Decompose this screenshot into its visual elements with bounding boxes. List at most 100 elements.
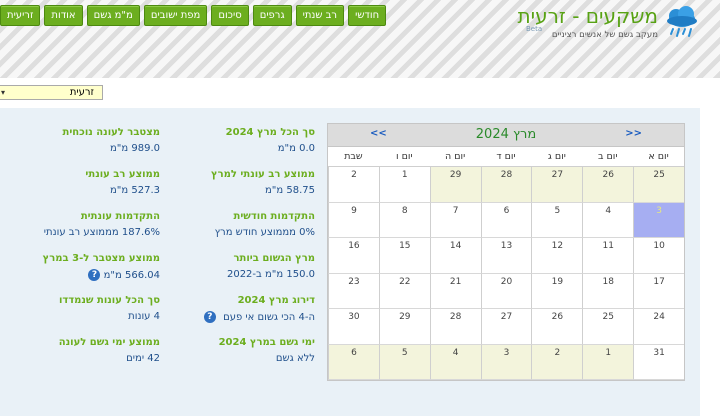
stat-label: ממוצע רב עונתי (85, 169, 160, 180)
stat-multi-season-average: ממוצע רב עונתי 527.3 מ"מ (10, 169, 160, 196)
stat-label: ממוצע רב עונתי למרץ (211, 169, 315, 180)
nav-button-monthly[interactable]: חודשי (348, 5, 387, 26)
calendar-day[interactable]: 9 (328, 202, 379, 238)
stat-month-average: ממוצע רב עונתי למרץ 58.75 מ"מ (165, 169, 315, 196)
month-calendar: << מרץ 2024 >> יום א יום ב יום ג יום ד יום ה… (327, 123, 685, 381)
calendar-day[interactable]: 27 (480, 309, 532, 345)
nav-button-settlements-map[interactable]: מפת ישובים (143, 5, 208, 26)
calendar-day[interactable]: 26 (582, 167, 634, 203)
calendar-prev-button[interactable]: << (370, 128, 387, 139)
calendar-day[interactable]: 28 (429, 309, 481, 345)
help-icon[interactable]: ? (88, 269, 101, 281)
weekday-header: יום ו (378, 147, 430, 167)
main-nav: זריעית אודות מ"מ גשם מפת ישובים סיכום גר… (0, 5, 387, 26)
nav-button-rain-mm[interactable]: מ"מ גשם (86, 5, 140, 26)
calendar-day[interactable]: 11 (582, 238, 634, 274)
calendar-title: מרץ 2024 (475, 127, 537, 142)
calendar-day[interactable]: 6 (328, 344, 379, 380)
calendar-day-today[interactable]: 3 (633, 202, 684, 238)
stat-month-total: סך הכל מרץ 2024 0.0 מ"מ (165, 127, 315, 154)
calendar-day[interactable]: 15 (378, 238, 430, 274)
calendar-day[interactable]: 25 (633, 167, 684, 203)
stat-label: ממוצע מצטבר ל-3 במרץ (42, 253, 160, 264)
calendar-day[interactable]: 13 (480, 238, 532, 274)
weekday-header: יום ד (480, 147, 532, 167)
stat-value: ה-4 הכי גשום אי פעם ? (165, 311, 315, 323)
stat-value: 989.0 מ"מ (109, 143, 160, 154)
calendar-day[interactable]: 20 (480, 273, 532, 309)
stat-average-to-date: ממוצע מצטבר ל-3 במרץ 566.04 מ"מ ? (10, 253, 160, 281)
calendar-day[interactable]: 3 (480, 344, 532, 380)
calendar-day[interactable]: 24 (633, 309, 684, 345)
beta-badge: Beta (526, 25, 543, 33)
calendar-next-button[interactable]: >> (625, 128, 642, 139)
calendar-day[interactable]: 16 (328, 238, 379, 274)
stat-value: 0% מממוצע חודש מרץ (214, 227, 315, 238)
calendar-day[interactable]: 4 (429, 344, 481, 380)
calendar-day[interactable]: 2 (328, 167, 379, 203)
calendar-day[interactable]: 6 (480, 202, 532, 238)
calendar-day[interactable]: 8 (378, 202, 430, 238)
location-select[interactable]: זרעית ▾ (0, 85, 103, 100)
nav-button-about[interactable]: אודות (44, 5, 83, 26)
calendar-day[interactable]: 12 (531, 238, 583, 274)
stat-month-progress: התקדמות חודשית 0% מממוצע חודש מרץ (165, 211, 315, 238)
calendar-day[interactable]: 28 (480, 167, 532, 203)
stat-label: סך הכל עונות שנמדדו (58, 295, 160, 306)
calendar-day[interactable]: 2 (531, 344, 583, 380)
stat-value: 150.0 מ"מ ב-2022 (226, 269, 315, 280)
calendar-day[interactable]: 18 (582, 273, 634, 309)
calendar-day[interactable]: 14 (429, 238, 481, 274)
stat-value: 187.6% מממוצע רב עונתי (43, 227, 160, 238)
calendar-day[interactable]: 21 (429, 273, 481, 309)
calendar-day[interactable]: 17 (633, 273, 684, 309)
calendar-day[interactable]: 29 (378, 309, 430, 345)
header-banner: זריעית אודות מ"מ גשם מפת ישובים סיכום גר… (0, 0, 720, 78)
nav-button-graphs[interactable]: גרפים (252, 5, 292, 26)
calendar-day[interactable]: 29 (429, 167, 481, 203)
stat-label: התקדמות עונתית (80, 211, 160, 222)
stat-month-rank: דירוג מרץ 2024 ה-4 הכי גשום אי פעם ? (165, 295, 315, 323)
calendar-day[interactable]: 5 (378, 344, 430, 380)
stat-value: 0.0 מ"מ (277, 143, 315, 154)
weekday-header: יום ב (582, 147, 634, 167)
rain-cloud-icon (667, 6, 697, 37)
stat-label: התקדמות חודשית (233, 211, 315, 222)
calendar-day[interactable]: 23 (328, 273, 379, 309)
calendar-day[interactable]: 27 (531, 167, 583, 203)
stat-value: 527.3 מ"מ (109, 185, 160, 196)
calendar-day[interactable]: 4 (582, 202, 634, 238)
calendar-day[interactable]: 5 (531, 202, 583, 238)
stat-value: 42 ימים (126, 353, 160, 364)
weekday-header: שבת (328, 147, 379, 167)
help-icon[interactable]: ? (203, 311, 216, 323)
stat-season-progress: התקדמות עונתית 187.6% מממוצע רב עונתי (10, 211, 160, 238)
stat-label: דירוג מרץ 2024 (237, 295, 315, 306)
site-title: משקעים - זרעית (517, 4, 659, 28)
nav-button-multi-year[interactable]: רב שנתי (295, 5, 345, 26)
stat-wettest-month: מרץ הגשום ביותר 150.0 מ"מ ב-2022 (165, 253, 315, 280)
stat-label: סך הכל מרץ 2024 (225, 127, 315, 138)
calendar-day[interactable]: 19 (531, 273, 583, 309)
nav-button-summary[interactable]: סיכום (211, 5, 249, 26)
calendar-header: << מרץ 2024 >> (328, 124, 684, 147)
stat-average-rain-days: ממוצע ימי גשם לעונה 42 ימים (10, 337, 160, 364)
calendar-day[interactable]: 25 (582, 309, 634, 345)
weekday-header: יום ה (429, 147, 481, 167)
calendar-day[interactable]: 7 (429, 202, 481, 238)
stat-seasons-measured: סך הכל עונות שנמדדו 4 עונות (10, 295, 160, 322)
stat-month-rain-days: ימי גשם במרץ 2024 ללא גשם (165, 337, 315, 364)
calendar-day[interactable]: 1 (378, 167, 430, 203)
nav-button-location[interactable]: זריעית (0, 5, 41, 26)
calendar-day[interactable]: 31 (633, 344, 684, 380)
calendar-day[interactable]: 10 (633, 238, 684, 274)
calendar-day[interactable]: 30 (328, 309, 379, 345)
stat-value: 58.75 מ"מ (264, 185, 315, 196)
calendar-day[interactable]: 26 (531, 309, 583, 345)
stat-label: ימי גשם במרץ 2024 (218, 337, 315, 348)
calendar-day[interactable]: 22 (378, 273, 430, 309)
weekday-header: יום א (633, 147, 684, 167)
stat-label: ממוצע ימי גשם לעונה (58, 337, 160, 348)
calendar-day[interactable]: 1 (582, 344, 634, 380)
stat-value-text: ה-4 הכי גשום אי פעם (223, 312, 315, 323)
